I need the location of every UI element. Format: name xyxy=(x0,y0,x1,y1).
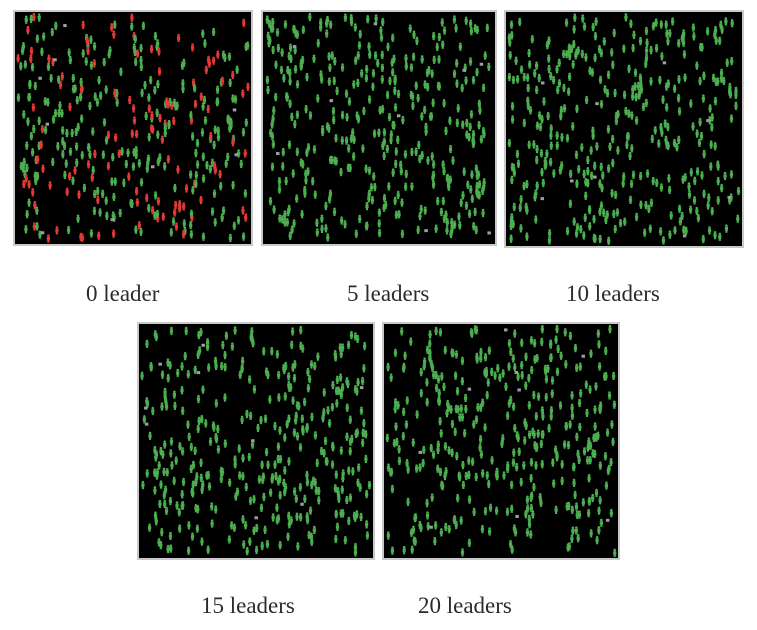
crowd-scene-5 xyxy=(265,12,491,242)
caption-20-leaders: 20 leaders xyxy=(418,593,512,618)
crowd-scene-10 xyxy=(507,13,741,245)
simulation-panel-15-leaders xyxy=(137,322,375,560)
simulation-panel-20-leaders xyxy=(382,322,620,560)
crowd-scene-15 xyxy=(140,325,372,557)
crowd-scene-20 xyxy=(385,324,617,557)
simulation-panel-5-leaders xyxy=(261,10,497,246)
caption-5-leaders: 5 leaders xyxy=(347,281,430,306)
caption-0-leader: 0 leader xyxy=(86,281,160,306)
crowd-scene-0 xyxy=(16,12,250,243)
simulation-panel-10-leaders xyxy=(504,10,744,248)
caption-15-leaders: 15 leaders xyxy=(201,593,295,618)
simulation-panel-0-leader xyxy=(13,10,253,246)
caption-10-leaders: 10 leaders xyxy=(566,281,660,306)
